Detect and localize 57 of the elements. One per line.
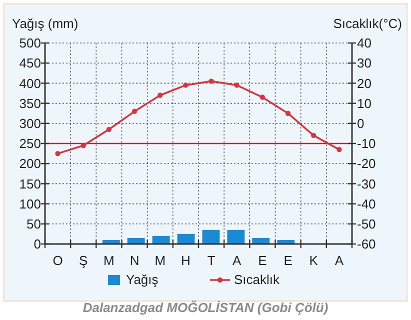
point xyxy=(55,150,60,156)
point xyxy=(208,78,214,84)
point xyxy=(158,92,163,98)
x-tick-label: Ş xyxy=(79,253,88,268)
x-tick-label: E xyxy=(284,253,293,268)
x-tick-label: T xyxy=(207,253,216,268)
y-tick-label: 100 xyxy=(19,196,41,212)
y-tick-label: 50 xyxy=(26,216,41,232)
bar xyxy=(202,230,220,244)
point xyxy=(311,132,316,138)
x-tick-label: K xyxy=(309,253,318,268)
y2-tick-label: -30 xyxy=(357,176,376,192)
point xyxy=(132,108,138,114)
bar xyxy=(177,234,195,244)
y-tick-label: 350 xyxy=(19,96,41,111)
y2-tick-label: -10 xyxy=(357,136,376,152)
point xyxy=(260,94,266,100)
y2-tick-label: 10 xyxy=(357,96,372,111)
bar xyxy=(252,238,270,244)
bar xyxy=(152,236,170,244)
point xyxy=(106,126,112,132)
point xyxy=(80,142,86,148)
point xyxy=(234,82,240,88)
y-tick-label: 300 xyxy=(19,116,41,131)
point xyxy=(183,82,188,88)
y-axis-title: Yağış (mm) xyxy=(12,16,78,31)
y-tick-label: 150 xyxy=(19,176,41,192)
y-tick-label: 450 xyxy=(19,56,41,71)
y2-tick-label: 0 xyxy=(357,116,364,131)
x-tick-label: A xyxy=(232,253,242,268)
point xyxy=(285,110,291,116)
y2-tick-label: 40 xyxy=(357,36,372,51)
y-tick-label: 400 xyxy=(19,76,41,91)
x-tick-label: H xyxy=(181,253,190,268)
x-tick-label: O xyxy=(52,253,63,268)
legend-label: Sıcaklık xyxy=(234,272,280,287)
x-tick-label: N xyxy=(130,253,140,268)
point xyxy=(336,146,342,152)
y2-tick-label: 30 xyxy=(357,56,372,71)
y2-tick-label: -20 xyxy=(357,156,376,172)
x-tick-label: M xyxy=(154,253,166,268)
text: Dalanzadgad MOĞOLİSTAN (Gobi Çölü) xyxy=(82,300,328,315)
y2-tick-label: -40 xyxy=(357,196,376,212)
y-tick-label: 200 xyxy=(19,156,41,172)
x-tick-label: E xyxy=(258,253,268,268)
bar xyxy=(227,230,245,244)
y-tick-label: 250 xyxy=(19,136,41,152)
x-tick-label: M xyxy=(104,253,114,268)
x-tick-label: A xyxy=(334,253,344,268)
y-tick-label: 0 xyxy=(34,236,41,252)
bar xyxy=(127,238,145,244)
y2-tick-label: -50 xyxy=(357,216,376,232)
y-tick-label: 500 xyxy=(19,36,41,51)
y2-tick-label: 20 xyxy=(357,76,372,91)
y2-tick-label: -60 xyxy=(357,236,376,252)
legend-label: Yağış xyxy=(126,272,159,287)
y2-axis-title: Sıcaklık(°C) xyxy=(333,16,402,31)
